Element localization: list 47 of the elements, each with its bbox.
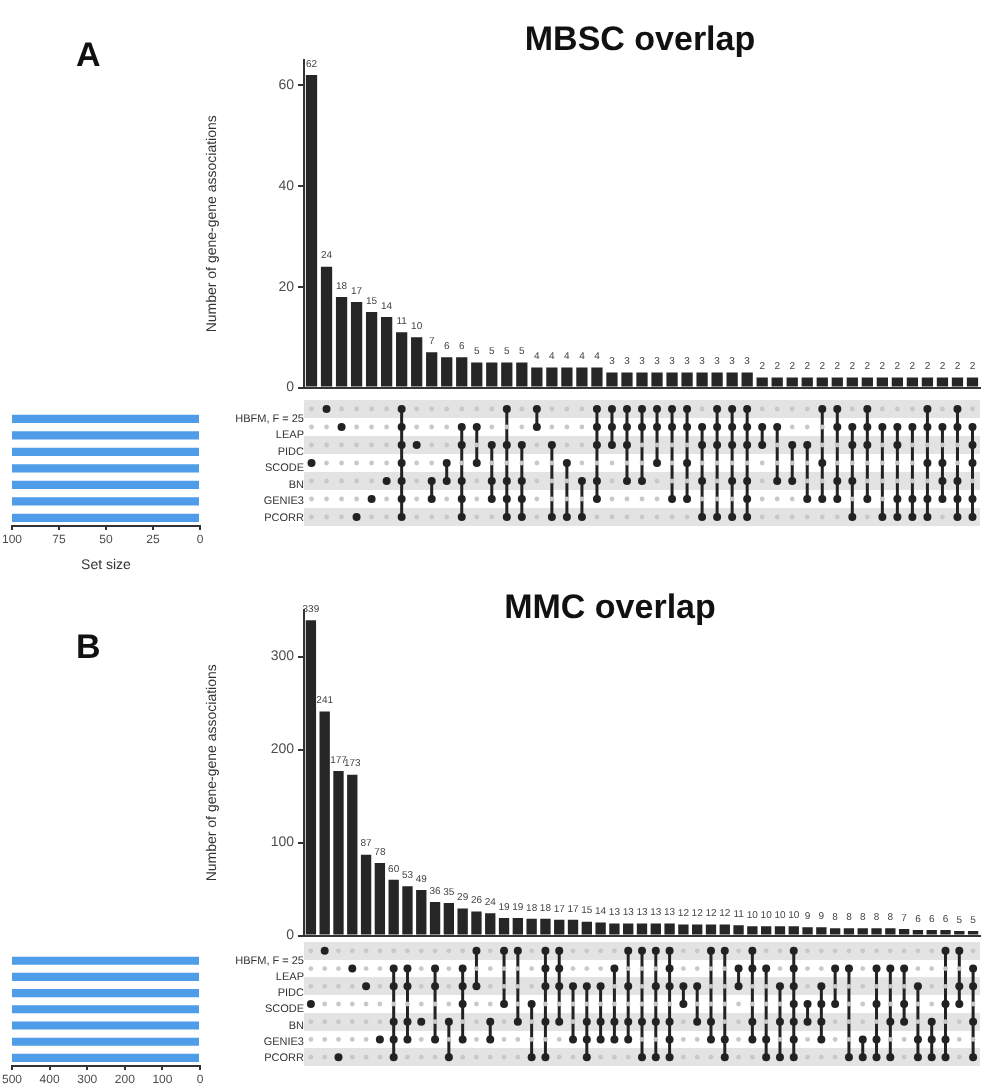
bar bbox=[360, 854, 372, 935]
bar bbox=[921, 377, 934, 387]
text: A bbox=[76, 36, 101, 76]
bar bbox=[756, 377, 768, 387]
bar bbox=[846, 377, 858, 387]
bar bbox=[843, 928, 855, 935]
bar bbox=[816, 377, 828, 387]
chart-title: MBSC overlap bbox=[522, 20, 758, 60]
bar bbox=[411, 337, 423, 387]
bar bbox=[471, 362, 483, 387]
bar bbox=[786, 377, 798, 387]
bar bbox=[305, 620, 317, 935]
bar bbox=[741, 372, 753, 387]
bar bbox=[567, 919, 579, 935]
bar bbox=[891, 377, 904, 387]
bar bbox=[426, 352, 438, 387]
bar bbox=[831, 377, 843, 387]
bar bbox=[861, 377, 873, 387]
bar bbox=[774, 926, 786, 935]
bar bbox=[771, 377, 783, 387]
bar bbox=[531, 367, 543, 387]
bar bbox=[498, 917, 510, 935]
bar bbox=[951, 377, 964, 387]
bar bbox=[305, 75, 318, 387]
bar bbox=[936, 377, 949, 387]
bar bbox=[350, 301, 363, 387]
bar bbox=[966, 377, 979, 387]
bar bbox=[801, 377, 813, 387]
chart-title: MMC overlap bbox=[502, 588, 718, 628]
bar bbox=[374, 863, 386, 935]
bar bbox=[365, 312, 378, 387]
bar bbox=[726, 372, 738, 387]
bar bbox=[456, 357, 468, 387]
bar bbox=[429, 902, 441, 935]
bar bbox=[636, 923, 648, 935]
text: B bbox=[76, 628, 101, 668]
bar bbox=[380, 317, 393, 387]
bar bbox=[486, 362, 498, 387]
bar bbox=[441, 357, 453, 387]
bar bbox=[705, 924, 717, 935]
bar bbox=[906, 377, 919, 387]
bar bbox=[876, 377, 888, 387]
bar bbox=[320, 266, 333, 387]
bar bbox=[516, 362, 528, 387]
bar bbox=[501, 362, 513, 387]
bar bbox=[396, 332, 408, 387]
bar bbox=[335, 296, 348, 387]
